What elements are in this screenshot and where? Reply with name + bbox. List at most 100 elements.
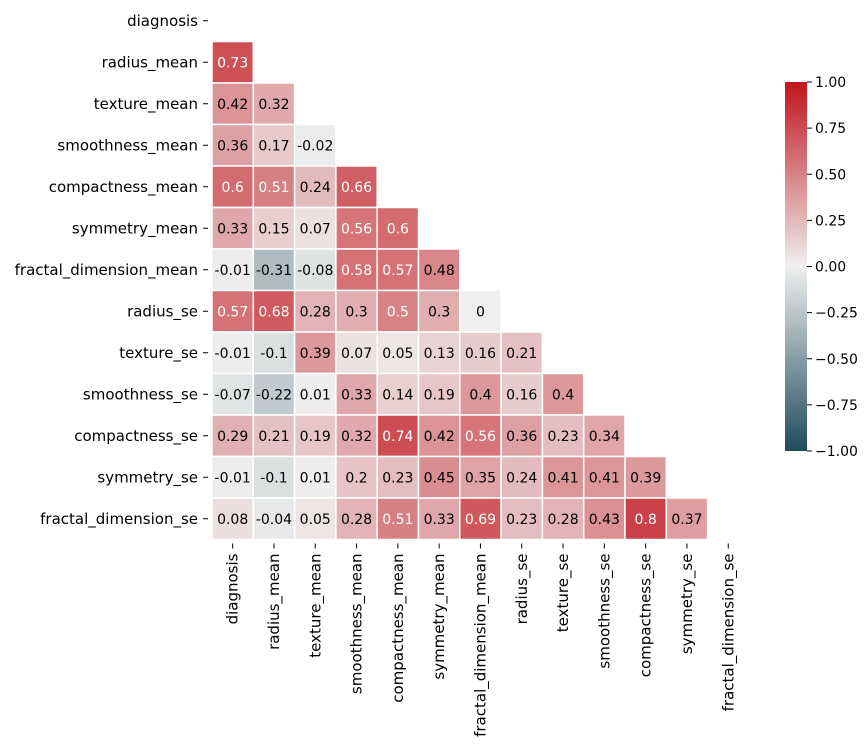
cell-value-label: 0.17 — [258, 138, 289, 154]
heatmap-cell — [417, 414, 461, 458]
heatmap-cell — [252, 289, 296, 333]
heatmap-cell — [376, 248, 420, 292]
cell-value-label: 0.45 — [424, 470, 455, 486]
row-label: fractal_dimension_se — [40, 510, 198, 529]
cell-value-label: 0.33 — [341, 387, 372, 403]
heatmap-cell — [211, 497, 255, 541]
cell-value-label: 0.33 — [424, 512, 455, 528]
column-label: fractal_dimension_mean — [471, 554, 490, 737]
heatmap-cell — [624, 455, 668, 499]
cell-value-label: 0.42 — [217, 97, 248, 113]
heatmap-cell — [665, 497, 709, 541]
row-label: smoothness_mean — [57, 136, 198, 155]
heatmap-cell — [211, 331, 255, 375]
cell-value-label: 0.74 — [382, 429, 413, 445]
cell-value-label: -0.1 — [260, 346, 287, 362]
cell-value-label: 0.08 — [217, 512, 248, 528]
heatmap-cell — [541, 497, 585, 541]
cell-value-label: 0.32 — [258, 97, 289, 113]
heatmap-cell — [541, 414, 585, 458]
cell-value-label: 0.66 — [341, 180, 372, 196]
cell-value-label: 0.37 — [671, 512, 702, 528]
heatmap-cell — [500, 331, 544, 375]
heatmap-cell — [211, 289, 255, 333]
heatmap-cell — [293, 331, 337, 375]
cell-value-label: 0.16 — [506, 387, 537, 403]
cell-value-label: 0.23 — [506, 512, 537, 528]
column-label: texture_se — [554, 554, 573, 633]
column-label: symmetry_mean — [430, 554, 449, 680]
cell-value-label: 0.39 — [630, 470, 661, 486]
cell-value-label: 0.56 — [465, 429, 496, 445]
heatmap-cells: 0.73 0.42 0.32 0.36 0.17 -0.02 0.6 0.51 0.24 0.66… — [211, 40, 709, 541]
heatmap-cell — [459, 497, 502, 541]
cell-value-label: 0.3 — [428, 304, 450, 320]
heatmap-cell — [252, 206, 296, 250]
heatmap-cell — [417, 372, 461, 416]
heatmap-cell — [211, 455, 255, 499]
cell-value-label: 0.68 — [258, 304, 289, 320]
cell-value-label: -0.1 — [260, 470, 287, 486]
cell-value-label: 0.51 — [382, 512, 413, 528]
cell-value-label: 0.01 — [300, 387, 331, 403]
cell-value-label: -0.22 — [256, 387, 292, 403]
cell-value-label: 0.39 — [300, 346, 331, 362]
cell-value-label: 0.57 — [382, 263, 413, 279]
cell-value-label: 0.51 — [258, 180, 289, 196]
cell-value-label: 0.8 — [635, 512, 657, 528]
cell-value-label: -0.08 — [297, 263, 333, 279]
heatmap-cell — [582, 414, 626, 458]
cell-value-label: 0.41 — [589, 470, 620, 486]
cell-value-label: 0.28 — [300, 304, 331, 320]
row-labels: diagnosis radius_mean texture_mean smoothne… — [15, 12, 208, 529]
cell-value-label: 0.23 — [547, 429, 578, 445]
row-label: radius_se — [127, 302, 198, 321]
cell-value-label: 0.16 — [465, 346, 496, 362]
cell-value-label: 0.41 — [547, 470, 578, 486]
cell-value-label: 0.34 — [589, 429, 620, 445]
colorbar-tick-label: −0.50 — [815, 352, 858, 368]
cell-value-label: 0.58 — [341, 263, 372, 279]
heatmap-cell — [417, 289, 461, 333]
cell-value-label: 0.57 — [217, 304, 248, 320]
column-labels: diagnosis radius_mean texture_mean smoothne… — [224, 543, 738, 737]
heatmap-cell — [541, 455, 585, 499]
colorbar: 1.00 0.75 0.50 0.25 0.00 −0.25 −0.50 −0.75 −1.00 — [785, 75, 858, 460]
cell-value-label: 0.07 — [300, 221, 331, 237]
column-label: symmetry_se — [678, 554, 697, 655]
cell-value-label: 0.43 — [589, 512, 620, 528]
heatmap-cell — [252, 248, 296, 292]
cell-value-label: -0.04 — [256, 512, 292, 528]
row-label: texture_se — [119, 344, 198, 363]
cell-value-label: 0.4 — [552, 387, 574, 403]
heatmap-cell — [293, 414, 337, 458]
heatmap-cell — [211, 414, 255, 458]
cell-value-label: 0.29 — [217, 429, 248, 445]
cell-value-label: 0.14 — [382, 387, 413, 403]
heatmap-cell — [417, 497, 461, 541]
cell-value-label: 0.6 — [387, 221, 409, 237]
heatmap-cell — [335, 414, 378, 458]
cell-value-label: 0.05 — [300, 512, 331, 528]
colorbar-tick-label: 0.50 — [815, 167, 846, 183]
heatmap-cell — [624, 497, 668, 541]
cell-value-label: 0.21 — [506, 346, 537, 362]
column-label: smoothness_mean — [348, 554, 367, 695]
row-label: radius_mean — [102, 53, 198, 72]
cell-value-label: 0.15 — [258, 221, 289, 237]
heatmap-cell — [417, 455, 461, 499]
column-label: compactness_mean — [389, 554, 408, 703]
heatmap-cell — [500, 497, 544, 541]
cell-value-label: 0.33 — [217, 221, 248, 237]
cell-value-label: 0.73 — [217, 55, 248, 71]
cell-value-label: -0.01 — [215, 470, 251, 486]
cell-value-label: -0.01 — [215, 346, 251, 362]
colorbar-tick-label: 1.00 — [815, 75, 846, 91]
cell-value-label: 0.07 — [341, 346, 372, 362]
cell-value-label: 0.35 — [465, 470, 496, 486]
heatmap-cell — [376, 414, 420, 458]
cell-value-label: 0.05 — [382, 346, 413, 362]
row-label: texture_mean — [94, 95, 198, 114]
row-label: fractal_dimension_mean — [15, 261, 198, 280]
